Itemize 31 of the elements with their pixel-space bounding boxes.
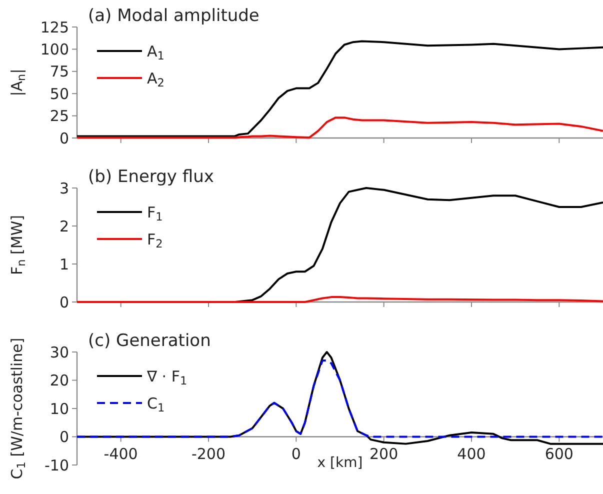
- y-tick-label: 1: [59, 255, 69, 274]
- legend-label: F$_{1}$: [147, 203, 163, 224]
- x-tick-label: 0: [291, 444, 301, 463]
- y-tick-label: 125: [40, 18, 69, 36]
- y-tick-label: 0: [59, 293, 69, 312]
- y-tick-label: 50: [50, 84, 69, 103]
- x-tick-label: 600: [544, 444, 574, 463]
- chart-title: (a) Modal amplitude: [88, 6, 260, 26]
- y-tick-label: 20: [50, 372, 69, 390]
- x-tick-label: 200: [370, 444, 398, 463]
- y-tick-label: 10: [50, 400, 69, 418]
- y-tick-label: 100: [40, 40, 69, 58]
- x-tick-label: -200: [191, 444, 226, 463]
- y-tick-label: 75: [50, 62, 69, 81]
- y-tick-label: 3: [59, 179, 69, 198]
- y-tick-label: 2: [59, 217, 69, 236]
- x-tick-label: 400: [457, 444, 486, 463]
- legend-label: ∇ · F$_{1}$: [146, 367, 188, 388]
- legend-label: C$_{1}$: [147, 394, 165, 415]
- chart-title: (c) Generation: [88, 331, 211, 351]
- x-axis-title: x [km]: [317, 454, 363, 471]
- x-tick-label: -400: [104, 444, 138, 463]
- y-tick-label: 25: [50, 107, 69, 126]
- y-tick-label: 0: [59, 428, 69, 446]
- legend-label: A$_{2}$: [147, 69, 164, 90]
- y-tick-label: 0: [59, 129, 69, 148]
- legend-label: F$_{2}$: [147, 230, 163, 251]
- legend-label: A$_{1}$: [147, 42, 164, 63]
- y-tick-label: -10: [44, 456, 69, 474]
- y-tick-label: 30: [50, 343, 69, 362]
- chart-title: (b) Energy flux: [88, 167, 214, 187]
